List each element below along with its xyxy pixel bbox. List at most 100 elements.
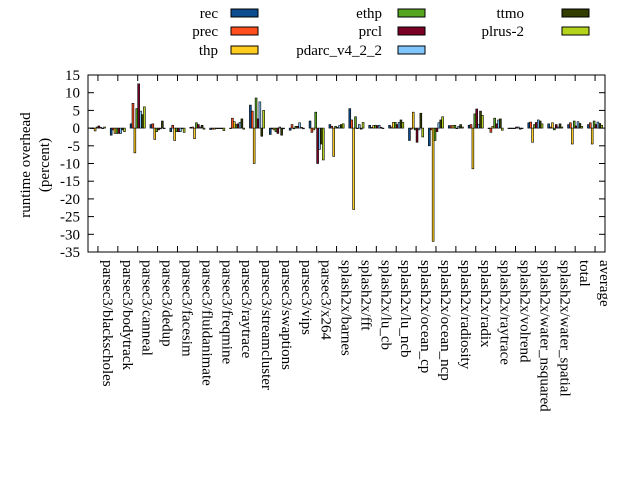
bar-pdarc_v4_2_2 [278, 126, 282, 129]
axes: 15 105 0 -5 -10-15 -20 -25-30 -35 parsec3/blacks… [60, 68, 612, 412]
bar-plrus-2 [361, 122, 365, 129]
bar-thp [252, 127, 256, 164]
legend-label: prcl [359, 24, 382, 40]
legend-swatch-ethp [397, 8, 426, 18]
bar-thp [312, 127, 316, 131]
legend-label: plrus-2 [482, 24, 525, 40]
x-tick-label: splash2x/ocean_ncp [437, 260, 453, 381]
x-tick-label: splash2x/water_spatial [556, 260, 572, 397]
bar-prcl [435, 127, 439, 132]
bar-thp [332, 127, 335, 157]
bar-ethp [354, 116, 357, 129]
bar-ttmo [578, 123, 582, 129]
bar-plrus-2 [540, 123, 544, 129]
bar-plrus-2 [381, 127, 385, 129]
legend-label: rec [200, 6, 219, 22]
x-tick-label: splash2x/radiosity [457, 260, 473, 370]
bar-thp [411, 111, 415, 129]
bar-prec [290, 124, 294, 129]
bar-thp [173, 127, 176, 141]
x-tick-label: splash2x/water_nsquared [536, 260, 552, 412]
bar-thp [292, 127, 296, 130]
y-tick-label: -15 [60, 174, 80, 190]
bar-ttmo [200, 124, 204, 129]
bar-plrus-2 [302, 127, 305, 130]
y-tick-label: -30 [60, 227, 80, 243]
bar-rec [269, 127, 272, 135]
bar-pdarc_v4_2_2 [258, 101, 262, 129]
bar-ethp [453, 124, 457, 129]
bar-plrus-2 [501, 127, 504, 131]
y-tick-label: 5 [73, 103, 81, 119]
y-tick-label: -35 [60, 245, 80, 261]
x-tick-label: parsec3/canneal [139, 260, 155, 356]
x-tick-label: splash2x/radix [477, 260, 493, 348]
bar-ethp [433, 127, 437, 141]
legend-swatch-prec [230, 26, 259, 36]
bar-ttmo [280, 127, 283, 136]
bar-pdarc_v4_2_2 [377, 124, 381, 129]
legend-label: thp [199, 43, 218, 59]
bar-plrus-2 [441, 116, 444, 129]
bar-prcl [97, 125, 101, 129]
bar-ttmo [260, 127, 264, 137]
bar-prec [310, 127, 314, 133]
bar-plrus-2 [461, 126, 464, 129]
bar-prcl [415, 127, 419, 143]
bar-thp [590, 127, 594, 145]
bar-prcl [554, 124, 558, 129]
x-tick-label: splash2x/lu_ncb [397, 260, 413, 358]
bar-rec [428, 127, 431, 147]
bar-rec [547, 123, 550, 129]
bar-plrus-2 [421, 127, 424, 138]
x-tick-label: average [596, 260, 612, 307]
bar-ttmo [459, 124, 462, 129]
bar-plrus-2 [182, 127, 186, 133]
bars [90, 83, 603, 242]
bar-plrus-2 [143, 106, 146, 129]
bar-ethp [314, 111, 317, 129]
legend-label: pdarc_v4_2_2 [296, 43, 382, 59]
x-tick-label: parsec3/vips [298, 260, 314, 335]
bar-prec [151, 123, 155, 129]
bar-ttmo [359, 127, 363, 130]
y-tick-label: 0 [73, 121, 81, 137]
bar-plrus-2 [580, 126, 584, 129]
bar-ttmo [558, 123, 562, 129]
bar-rec [408, 127, 411, 141]
bar-prec [469, 124, 473, 129]
bar-prec [569, 122, 572, 129]
bar-thp [571, 127, 574, 145]
y-tick-label: -5 [68, 139, 81, 155]
bar-thp [133, 127, 137, 154]
bar-pdarc_v4_2_2 [517, 126, 520, 129]
x-tick-label: parsec3/facesim [178, 260, 194, 357]
bar-plrus-2 [202, 127, 206, 130]
bar-plrus-2 [282, 127, 285, 130]
x-tick-label: parsec3/dedup [159, 260, 175, 347]
bar-thp [93, 127, 97, 132]
legend-swatch-rec [230, 8, 259, 18]
bar-prec [251, 110, 254, 129]
legend-swatch-pdarc_v4_2_2 [397, 45, 426, 55]
bar-prec [350, 119, 353, 129]
bar-pdarc_v4_2_2 [358, 124, 361, 129]
legend-label: ttmo [496, 6, 524, 22]
x-tick-label: parsec3/bodytrack [119, 260, 135, 370]
bar-prec [529, 121, 532, 129]
bar-plrus-2 [481, 115, 484, 129]
bar-pdarc_v4_2_2 [159, 127, 162, 130]
x-tick-label: parsec3/raytrace [238, 260, 254, 359]
bar-rec [288, 127, 292, 131]
bar-pdarc_v4_2_2 [119, 127, 122, 134]
y-tick-label: -10 [60, 157, 80, 173]
plot-border [87, 74, 606, 253]
bar-ttmo [379, 127, 383, 129]
legend-swatch-thp [230, 45, 259, 55]
bar-plrus-2 [242, 127, 246, 130]
x-tick-label: parsec3/fluidanimate [198, 260, 214, 386]
x-tick-label: parsec3/x264 [318, 260, 334, 340]
legend-swatch-ttmo [561, 8, 590, 18]
legend: rec prec thp ethp prcl pdarc_v4_2_2 ttmo plrus-… [192, 6, 590, 59]
